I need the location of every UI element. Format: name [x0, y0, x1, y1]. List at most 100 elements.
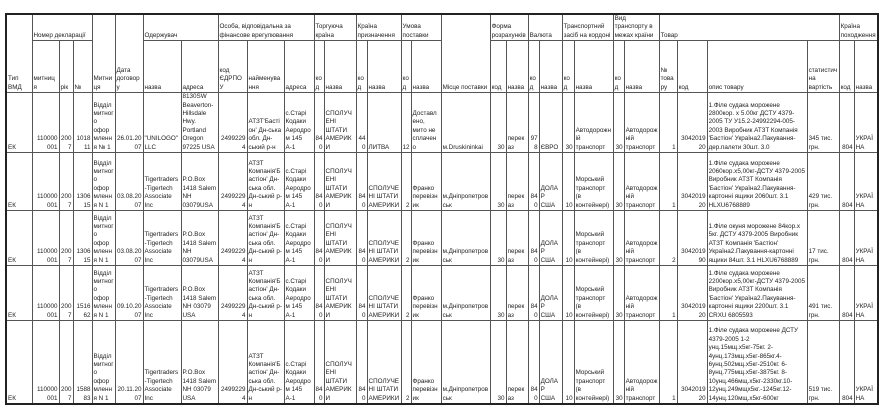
col-name: назва: [410, 40, 442, 94]
cell-cur-name: ДОЛАР США: [538, 320, 563, 405]
cell-customs-code: 110000001: [31, 265, 60, 322]
cell-rec-addr: 8130SW Beaverton-Hillsdale Hwy. Portland…: [180, 92, 219, 154]
cell-it-code: 30: [612, 152, 625, 212]
cell-it-code: 30: [612, 265, 625, 322]
cell-customs: Відділ митного оформлення N 1: [91, 152, 116, 212]
cell-cur-name: ДОЛАР США: [538, 210, 563, 267]
cell-date: 20.11.2007: [114, 320, 144, 405]
cell-customs: Відділ митного оформлення № 1: [91, 92, 116, 154]
cell-it-name: Автодорожній транспорт: [623, 265, 660, 322]
cell-place: м.Druskininkai: [440, 92, 491, 154]
cell-it-code: 30: [612, 320, 625, 405]
cell-cur-code: 978: [527, 92, 540, 154]
cell-it-name: Автодорожній транспорт: [623, 152, 660, 212]
col-name: назва: [573, 40, 614, 94]
cell-rec-name: Tigertraders-Tigertech Associate Inc: [142, 152, 182, 212]
col-currency: Валюта: [527, 13, 563, 42]
cell-terms-name: Франко перевізник: [410, 210, 442, 267]
cell-cur-code: 840: [527, 152, 540, 212]
cell-place: м.Дніпропетровськ: [440, 265, 491, 322]
cell-cur-name: ДОЛАР США: [538, 265, 563, 322]
cell-customs: Відділ митного оформлення N 1: [91, 210, 116, 267]
cell-orig-code: 804: [838, 265, 855, 322]
cell-fin-addr: с.Старі Кодаки Аеродром 145 А-1: [283, 320, 315, 405]
table-row: ЕК 110000001 2007 158883 Відділ митного офор…: [5, 320, 879, 405]
cell-terms-name: Франко перевізник: [410, 265, 442, 322]
cell-customs-code: 110000001: [31, 92, 60, 154]
cell-cur-name: ДОЛАР США: [538, 152, 563, 212]
cell-pay-code: 30: [489, 320, 507, 405]
table-row: ЕК 110000001 2007 130615 Відділ митного офор…: [5, 210, 879, 267]
cell-dest-code: 440: [355, 92, 368, 154]
cell-fin-addr: с.Старі Кодаки Аеродром 145 А-1: [283, 92, 315, 154]
cell-no: 130615: [72, 152, 93, 212]
cell-goods-no: 1: [658, 265, 678, 322]
cell-orig-name: УКРАЇНА: [853, 265, 879, 322]
cell-fin-name: АТЗТ Компанія'Бастіон' Дн-ська обл. Дн-с…: [246, 210, 285, 267]
cell-type: ЕК: [5, 210, 33, 267]
cell-goods-code: 304201920: [676, 320, 708, 405]
table-body: ЕК 110000001 2007 101811 Відділ митного офор…: [5, 92, 879, 405]
cell-terms-code: 2: [400, 265, 412, 322]
col-recipient: Одержувач: [142, 13, 219, 42]
cell-it-name: Автодорожній транспорт: [623, 92, 660, 154]
cell-rec-name: "UNILOGO"LLC: [142, 92, 182, 154]
table-row: ЕК 110000001 2007 101811 Відділ митного офор…: [5, 92, 879, 154]
cell-rec-addr: P.O.Box 1418 Salem NH 03079USA: [180, 210, 219, 267]
col-customs: Митниця: [91, 13, 116, 94]
cell-bt-name: Морський транспорт (в контейнері): [573, 152, 614, 212]
cell-value: 491 тис. грн.: [806, 265, 840, 322]
cell-desc: 1.Філе окуня морожене 84кор.х 5кг. ДСТУ …: [706, 210, 808, 267]
col-financial: Особа, відповідальна за фінансове врегул…: [217, 13, 315, 42]
cell-type: ЕК: [5, 265, 33, 322]
cell-value: 429 тис. грн.: [806, 152, 840, 212]
col-goods: Товар: [658, 13, 840, 42]
col-fin-name: найменування: [246, 40, 285, 94]
cell-customs-code: 110000001: [31, 210, 60, 267]
cell-terms-name: Франко перевізник: [410, 320, 442, 405]
cell-goods-code: 304201920: [676, 92, 708, 154]
cell-bt-name: Морський транспорт (в контейнері): [573, 210, 614, 267]
cell-terms-code: 2: [400, 320, 412, 405]
cell-customs: Відділ митного оформлення N 1: [91, 320, 116, 405]
cell-desc: 1.Філе судака морожене ДСТУ 4379-2005 1-…: [706, 320, 808, 405]
cell-fin-addr: с.Старі Кодаки Аеродром 145 А-1: [283, 265, 315, 322]
col-border-transport: Транспортний засіб на кордоні: [561, 13, 614, 42]
cell-it-code: 30: [612, 210, 625, 267]
cell-trade-name: СПОЛУЧЕНІ ШТАТИ АМЕРИКИ: [323, 265, 357, 322]
cell-desc: 1.Філе судака морожене 2200кор.х5,00кг-Д…: [706, 265, 808, 322]
cell-pay-code: 30: [489, 152, 507, 212]
cell-value: 519 тис. грн.: [806, 320, 840, 405]
col-decl-number: Номер декларації: [31, 13, 93, 42]
cell-bt-code: 30: [561, 92, 575, 154]
col-type-vmd: Тип ВМД: [5, 13, 33, 94]
cell-orig-code: 804: [838, 152, 855, 212]
cell-dest-code: 840: [355, 265, 368, 322]
cell-no: 158883: [72, 320, 93, 405]
cell-orig-name: УКРАЇНА: [853, 210, 879, 267]
cell-date: 09.10.2007: [114, 265, 144, 322]
cell-terms-code: 12: [400, 92, 412, 154]
col-code: код: [489, 40, 507, 94]
cell-fin-code: 24992294: [217, 210, 248, 267]
cell-pay-name: переказ: [505, 210, 529, 267]
cell-bt-name: Морський транспорт (в контейнері): [573, 320, 614, 405]
col-payment-form: Форма розрахунків: [489, 13, 529, 42]
col-delivery-terms: Умова поставки: [400, 13, 442, 42]
cell-desc: 1.Філе судака морожене 2060кор.х5,00кг-Д…: [706, 152, 808, 212]
cell-orig-code: 804: [838, 320, 855, 405]
cell-fin-name: АТЗТ Компанія'Бастіон' Дн-ська обл. Дн-с…: [246, 152, 285, 212]
cell-trade-name: СПОЛУЧЕНІ ШТАТИ АМЕРИКИ: [323, 210, 357, 267]
cell-year: 2007: [58, 320, 74, 405]
cell-rec-name: Tigertraders-Tigertech Associate Inc: [142, 320, 182, 405]
cell-year: 2007: [58, 265, 74, 322]
col-fin-code: код ЄДРПОУ: [217, 40, 248, 94]
cell-fin-addr: с.Старі Кодаки Аеродром 145 А-1: [283, 152, 315, 212]
cell-dest-name: СПОЛУЧЕНІ ШТАТИ АМЕРИКИ: [366, 320, 402, 405]
cell-trade-code: 840: [313, 92, 325, 154]
cell-fin-addr: с.Старі Кодаки Аеродром 145 А-1: [283, 210, 315, 267]
cell-year: 2007: [58, 210, 74, 267]
col-decl-no: №: [72, 40, 93, 94]
cell-trade-code: 840: [313, 265, 325, 322]
col-recipient-name: назва: [142, 40, 182, 94]
